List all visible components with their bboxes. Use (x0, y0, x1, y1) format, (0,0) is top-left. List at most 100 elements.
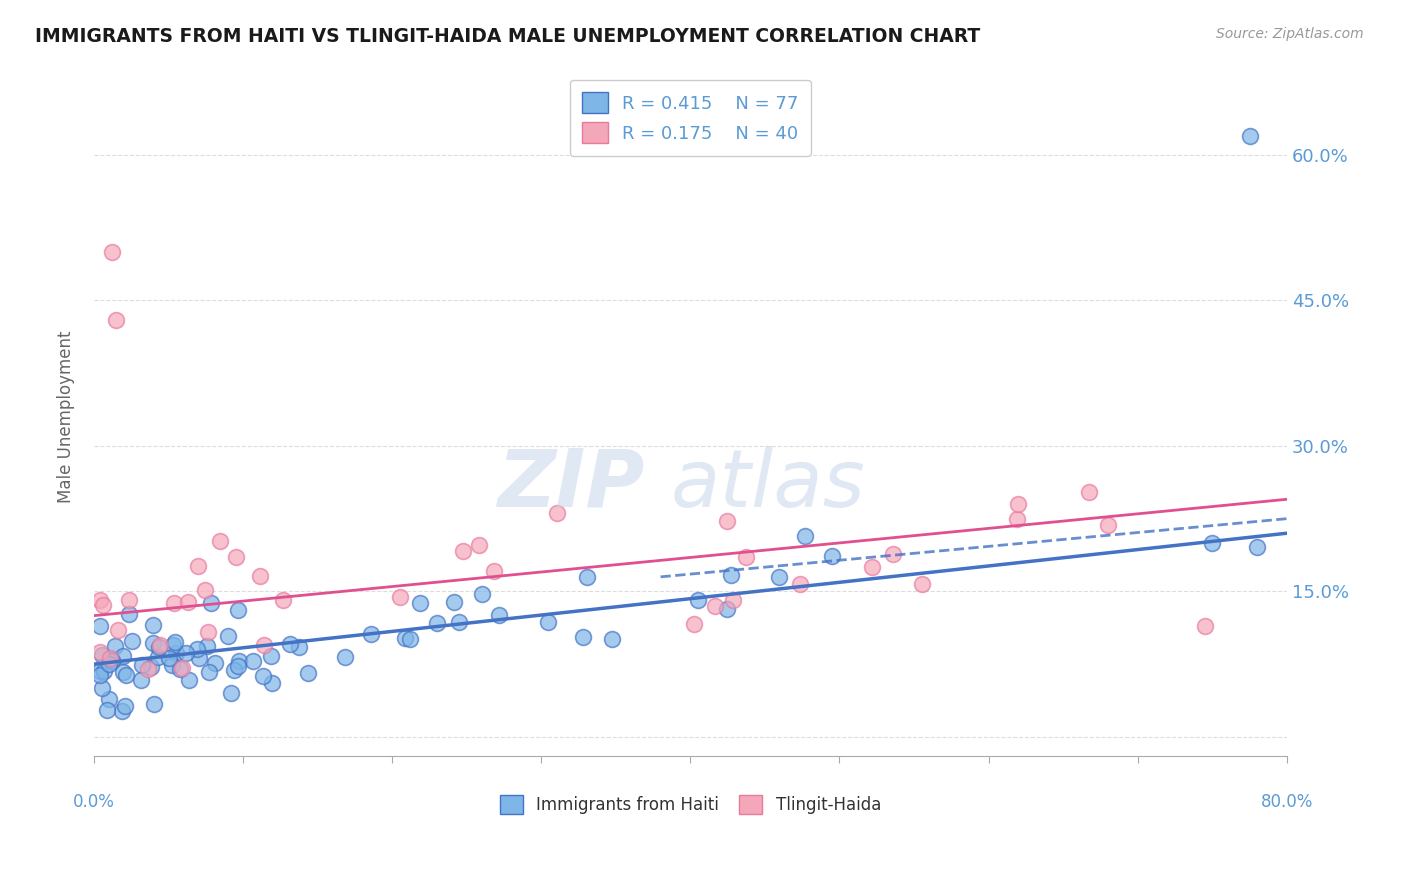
Point (121, 634, 143, 648)
Text: atlas: atlas (671, 446, 865, 524)
Point (209, 533, 232, 548)
Point (97, 657, 120, 672)
Point (683, 616, 706, 631)
Point (576, 570, 599, 584)
Point (174, 646, 197, 660)
Point (195, 640, 218, 654)
Point (177, 673, 200, 688)
Point (198, 665, 221, 679)
Point (111, 704, 134, 718)
Point (163, 596, 186, 610)
Point (426, 616, 449, 631)
Point (704, 599, 727, 613)
Point (409, 596, 432, 610)
Point (252, 669, 274, 683)
Point (288, 640, 311, 654)
Point (721, 592, 744, 607)
Point (91, 598, 114, 612)
Point (1246, 540, 1268, 554)
Point (399, 632, 422, 646)
Point (720, 567, 742, 582)
Point (537, 615, 560, 630)
Point (572, 631, 595, 645)
Point (793, 528, 815, 542)
Point (98, 692, 121, 706)
Point (169, 663, 191, 677)
Point (242, 654, 264, 668)
Point (394, 632, 416, 646)
Point (194, 582, 217, 597)
Point (139, 660, 162, 674)
Point (89, 619, 111, 633)
Point (224, 663, 246, 677)
Y-axis label: Male Unemployment: Male Unemployment (58, 331, 75, 503)
Point (96, 703, 118, 717)
Point (735, 550, 758, 565)
Point (197, 625, 219, 640)
Point (488, 608, 510, 623)
Point (89, 593, 111, 607)
Point (138, 662, 160, 676)
Point (260, 676, 283, 690)
Point (278, 637, 301, 651)
Point (768, 570, 790, 584)
Point (118, 607, 141, 621)
Point (105, 313, 128, 327)
Text: Source: ZipAtlas.com: Source: ZipAtlas.com (1216, 27, 1364, 41)
Text: IMMIGRANTS FROM HAITI VS TLINGIT-HAIDA MALE UNEMPLOYMENT CORRELATION CHART: IMMIGRANTS FROM HAITI VS TLINGIT-HAIDA M… (35, 27, 980, 45)
Point (228, 654, 250, 668)
Point (1005, 512, 1028, 526)
Point (225, 549, 247, 564)
Point (187, 651, 209, 665)
Point (177, 595, 200, 609)
Point (249, 569, 271, 583)
Point (335, 650, 357, 665)
Point (111, 665, 134, 680)
Point (101, 653, 124, 667)
Point (1201, 535, 1223, 549)
Point (200, 596, 222, 610)
Point (142, 635, 165, 649)
Point (259, 649, 281, 664)
Point (546, 506, 568, 520)
Point (1007, 497, 1029, 511)
Point (471, 587, 494, 601)
Point (443, 595, 465, 609)
Point (90, 648, 112, 662)
Point (217, 629, 239, 643)
Point (253, 638, 276, 652)
Point (1097, 517, 1119, 532)
Point (600, 632, 623, 646)
Text: ZIP: ZIP (498, 446, 645, 524)
Point (226, 603, 249, 617)
Point (686, 592, 709, 607)
Point (114, 699, 136, 714)
Point (789, 577, 811, 591)
Point (112, 648, 135, 663)
Point (115, 667, 138, 681)
Point (107, 623, 129, 637)
Point (90, 681, 112, 695)
Point (226, 659, 249, 673)
Point (219, 686, 242, 700)
Point (170, 661, 193, 675)
Point (1078, 484, 1101, 499)
Legend: Immigrants from Haiti, Tlingit-Haida: Immigrants from Haiti, Tlingit-Haida (491, 787, 890, 822)
Point (142, 618, 165, 632)
Point (163, 634, 186, 648)
Point (911, 577, 934, 591)
Point (388, 590, 411, 604)
Point (187, 559, 209, 574)
Point (204, 656, 226, 670)
Point (89, 667, 111, 681)
Point (860, 560, 883, 574)
Text: 80.0%: 80.0% (1261, 793, 1313, 811)
Point (143, 697, 166, 711)
Point (101, 654, 124, 668)
Point (1239, 128, 1261, 143)
Point (716, 602, 738, 616)
Point (186, 641, 208, 656)
Point (165, 646, 187, 660)
Point (360, 627, 382, 641)
Point (297, 665, 319, 680)
